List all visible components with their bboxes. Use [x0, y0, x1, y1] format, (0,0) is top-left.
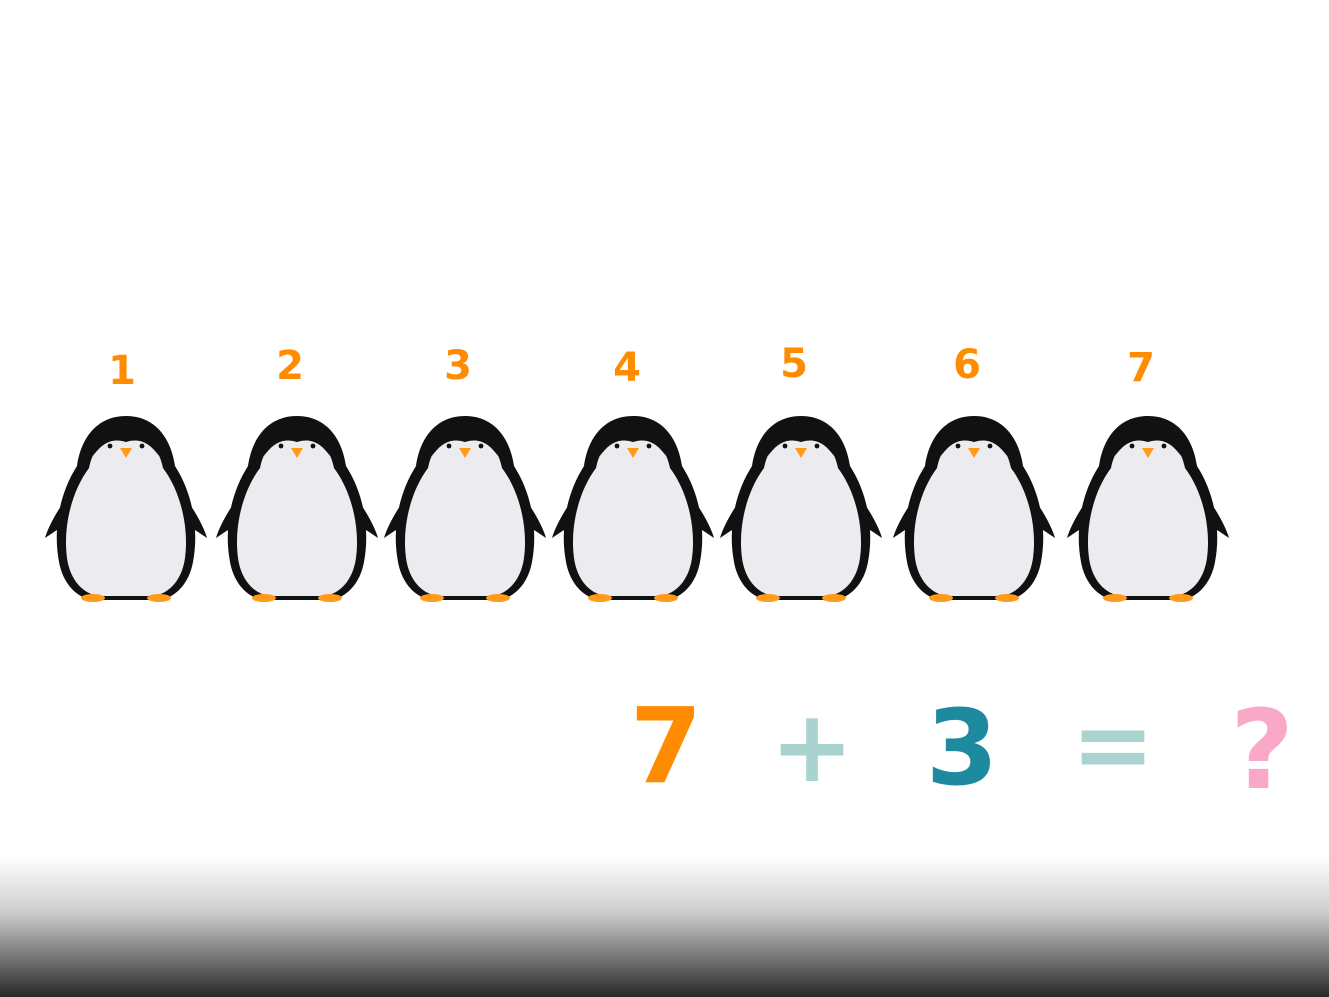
equation-answer-question-mark: ?: [1230, 686, 1294, 814]
equation-second-addend: 3: [925, 687, 999, 809]
equation-equals-sign: =: [1071, 686, 1155, 803]
penguin-number-1: 1: [108, 348, 136, 394]
penguin-illustration: [214, 412, 380, 604]
penguin-number-4: 4: [613, 345, 641, 391]
equation-plus-sign: +: [770, 688, 854, 805]
penguin-number-5: 5: [780, 341, 808, 387]
penguin-number-2: 2: [276, 343, 304, 389]
video-bottom-fade: [0, 857, 1329, 997]
penguin-illustration: [43, 412, 209, 604]
penguin-number-6: 6: [953, 342, 981, 388]
penguin-illustration: [382, 412, 548, 604]
penguin-illustration: [891, 412, 1057, 604]
penguin-number-7: 7: [1127, 345, 1155, 391]
penguin-illustration: [1065, 412, 1231, 604]
equation-first-addend: 7: [629, 685, 703, 807]
penguin-number-3: 3: [444, 343, 472, 389]
penguin-illustration: [550, 412, 716, 604]
penguin-illustration: [718, 412, 884, 604]
